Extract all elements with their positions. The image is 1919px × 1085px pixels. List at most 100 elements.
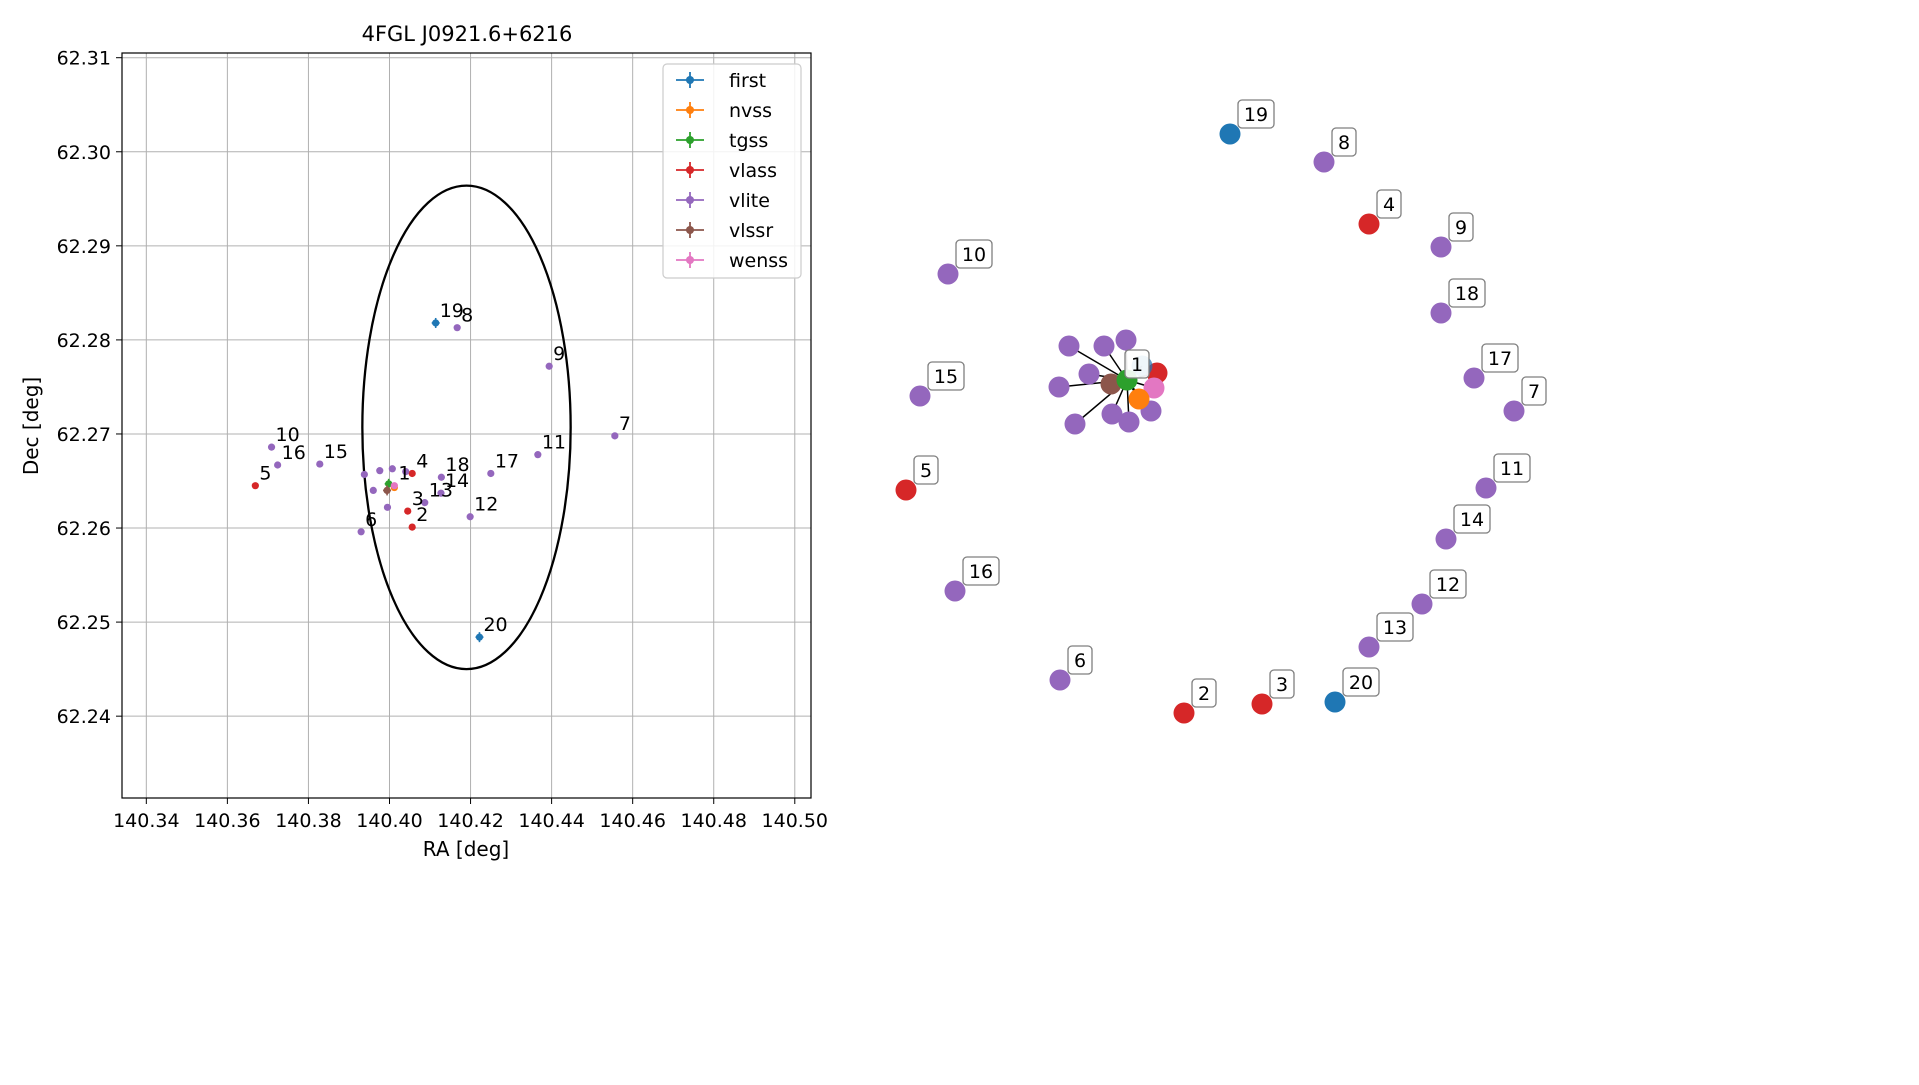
- legend-label: nvss: [729, 100, 772, 122]
- point-label: 15: [324, 441, 348, 463]
- node-label: 20: [1349, 672, 1373, 694]
- x-axis-label: RA [deg]: [423, 837, 509, 861]
- sky-plot: 4FGL J0921.6+6216 19202345678910 11121314…: [19, 22, 828, 861]
- y-tick-label: 62.27: [57, 424, 111, 446]
- point-label: 20: [483, 614, 507, 636]
- vlass-point: [409, 523, 416, 530]
- association-graph: 19 20 2 3 4 5 6 7 8 9 10 11 12 13 14 15 16 17 18 1: [896, 100, 1547, 724]
- legend-label: wenss: [729, 250, 788, 272]
- vlass-node: [1252, 694, 1273, 715]
- x-tick-label: 140.46: [599, 810, 665, 832]
- node-label: 4: [1383, 194, 1395, 216]
- vlite-point: [376, 467, 383, 474]
- point-label: 4: [416, 450, 428, 472]
- point-label: 5: [259, 463, 271, 485]
- point-label: 18: [445, 454, 469, 476]
- node-label: 18: [1455, 283, 1479, 305]
- y-axis-ticks: 62.24 62.25 62.26 62.27 62.28 62.29 62.30 62.31: [57, 48, 122, 728]
- point-label: 11: [542, 432, 566, 454]
- vlite-node: [1050, 670, 1071, 691]
- node-label: 17: [1488, 348, 1512, 370]
- vlite-node: [1476, 478, 1497, 499]
- point-label: 16: [282, 442, 306, 464]
- vlass-node: [1174, 703, 1195, 724]
- node-label: 10: [962, 244, 986, 266]
- vlass-point: [404, 507, 411, 514]
- node-label: 9: [1455, 217, 1467, 239]
- vlite-node: [1504, 401, 1525, 422]
- vlite-node: [1431, 303, 1452, 324]
- vlite-node: [1412, 594, 1433, 615]
- node-label: 12: [1436, 574, 1460, 596]
- vlass-point: [252, 482, 259, 489]
- point-label: 3: [412, 488, 424, 510]
- legend-marker: [686, 196, 694, 204]
- legend-marker: [686, 106, 694, 114]
- x-tick-label: 140.38: [275, 810, 341, 832]
- x-tick-label: 140.44: [518, 810, 584, 832]
- point-label: 12: [474, 494, 498, 516]
- y-tick-label: 62.26: [57, 518, 111, 540]
- legend-label: vlssr: [729, 220, 773, 242]
- vlite-node: [945, 581, 966, 602]
- node-label: 13: [1383, 617, 1407, 639]
- vlite-node: [1464, 368, 1485, 389]
- point-label: 1: [398, 463, 410, 485]
- vlite-node: [1436, 529, 1457, 550]
- vlite-point: [268, 444, 275, 451]
- legend-label: vlass: [729, 160, 777, 182]
- vlite-node: [910, 386, 931, 407]
- localization-circle: [362, 186, 570, 669]
- first-node: [1220, 124, 1241, 145]
- vlite-node: [1119, 412, 1140, 433]
- node-label: 8: [1338, 132, 1350, 154]
- vlite-point: [316, 460, 323, 467]
- point-label: 8: [461, 305, 473, 327]
- legend-label: first: [729, 70, 766, 92]
- x-tick-label: 140.40: [356, 810, 422, 832]
- x-tick-label: 140.50: [762, 810, 828, 832]
- node-label: 15: [934, 366, 958, 388]
- vlite-point: [454, 324, 461, 331]
- y-tick-label: 62.24: [57, 706, 111, 728]
- vlite-point: [384, 504, 391, 511]
- legend-marker: [686, 76, 694, 84]
- vlssr-point: [383, 487, 390, 494]
- vlite-node: [1065, 414, 1086, 435]
- vlite-node: [1116, 330, 1137, 351]
- point-label: 7: [619, 413, 631, 435]
- node-label: 7: [1528, 381, 1540, 403]
- nvss-node: [1129, 389, 1150, 410]
- vlite-point: [467, 513, 474, 520]
- x-tick-label: 140.36: [194, 810, 260, 832]
- x-tick-label: 140.48: [680, 810, 746, 832]
- point-label: 6: [365, 509, 377, 531]
- vlass-node: [896, 480, 917, 501]
- node-label: 3: [1276, 674, 1288, 696]
- legend-label: tgss: [729, 130, 768, 152]
- y-tick-label: 62.29: [57, 236, 111, 258]
- legend-marker: [686, 136, 694, 144]
- first-point: [476, 634, 483, 641]
- vlite-point: [370, 487, 377, 494]
- localization-ellipse: [362, 186, 570, 669]
- vlite-node: [1059, 336, 1080, 357]
- first-node: [1325, 692, 1346, 713]
- node-label: 1: [1131, 354, 1143, 376]
- vlite-point: [534, 451, 541, 458]
- legend-label: vlite: [729, 190, 770, 212]
- x-tick-label: 140.42: [437, 810, 503, 832]
- y-tick-label: 62.28: [57, 330, 111, 352]
- vlite-node: [1094, 336, 1115, 357]
- chart-title: 4FGL J0921.6+6216: [362, 22, 573, 46]
- vlass-node: [1359, 214, 1380, 235]
- vlite-point: [361, 471, 368, 478]
- legend: first nvss tgss vlass vlite vlssr wenss: [663, 64, 801, 278]
- point-label: 17: [495, 450, 519, 472]
- node-label: 19: [1244, 104, 1268, 126]
- node-label: 11: [1500, 458, 1524, 480]
- legend-marker: [686, 166, 694, 174]
